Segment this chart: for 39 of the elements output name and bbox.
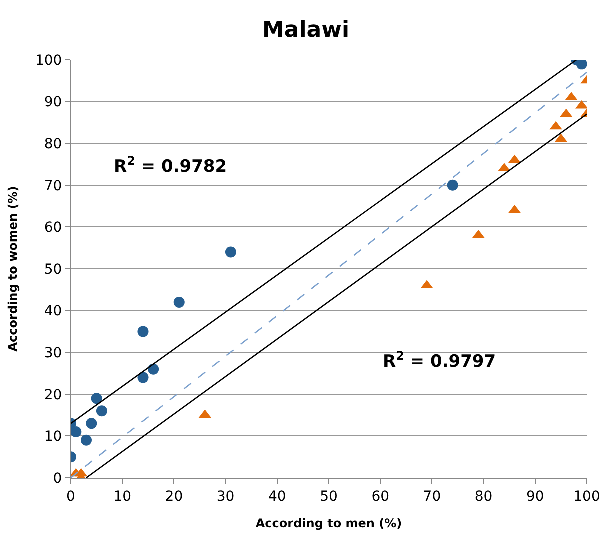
y-tick-label: 80	[44, 136, 62, 152]
point	[225, 246, 236, 258]
y-tick-label: 100	[35, 52, 62, 69]
annotation: R$^{2}$ = 0.9782	[114, 154, 228, 178]
y-tick-label: 70	[44, 178, 62, 194]
x-tick-label: 80	[474, 488, 493, 505]
point	[138, 372, 149, 384]
x-tick-label: 40	[268, 488, 286, 505]
x-tick-label: 0	[66, 488, 76, 505]
x-tick-label: 50	[320, 488, 338, 505]
x-tick-label: 30	[216, 488, 235, 505]
point	[80, 434, 92, 446]
x-tick-label: 60	[372, 488, 390, 505]
point	[148, 364, 160, 375]
x-tick-label: 90	[526, 488, 544, 505]
x-tick-label: 100	[574, 488, 600, 505]
point	[174, 296, 185, 308]
chart-title: Malawi	[262, 18, 350, 43]
x-tick-label: 20	[165, 488, 184, 505]
x-tick-label: 10	[114, 488, 132, 505]
point	[447, 180, 458, 191]
y-tick-label: 40	[44, 304, 62, 320]
point	[91, 393, 102, 404]
y-axis-title: According to women (%)	[6, 186, 20, 352]
x-tick-label: 70	[423, 488, 442, 505]
point	[96, 406, 108, 417]
y-tick-label: 90	[44, 94, 62, 111]
point	[575, 100, 587, 109]
y-tick-label: 50	[44, 262, 62, 278]
annotation: R$^{2}$ = 0.9797	[383, 349, 496, 372]
y-tick-label: 10	[44, 429, 62, 446]
point	[71, 426, 82, 438]
point	[138, 326, 149, 338]
x-axis-title: According to men (%)	[256, 516, 402, 531]
y-tick-label: 0	[53, 470, 62, 487]
y-tick-label: 60	[44, 220, 62, 236]
point	[86, 418, 98, 430]
y-tick-label: 30	[44, 346, 62, 362]
y-tick-label: 20	[44, 387, 62, 404]
